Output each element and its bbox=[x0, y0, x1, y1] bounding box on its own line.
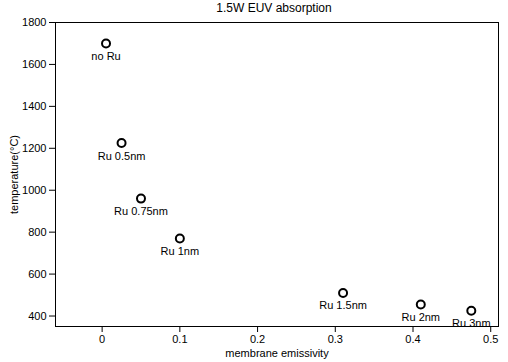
svg-text:1000: 1000 bbox=[22, 184, 46, 196]
svg-text:Ru 3nm: Ru 3nm bbox=[452, 317, 491, 329]
svg-text:1200: 1200 bbox=[22, 142, 46, 154]
svg-text:Ru 0.5nm: Ru 0.5nm bbox=[98, 150, 146, 162]
svg-text:0.1: 0.1 bbox=[172, 333, 187, 345]
svg-text:400: 400 bbox=[28, 310, 46, 322]
html-text:1.5W EUV absorption: 1.5W EUV absorption bbox=[216, 1, 332, 15]
svg-text:temperature(°C): temperature(°C) bbox=[8, 135, 20, 214]
svg-text:Ru 1nm: Ru 1nm bbox=[161, 245, 200, 257]
svg-text:1800: 1800 bbox=[22, 16, 46, 28]
svg-text:0: 0 bbox=[99, 333, 105, 345]
svg-text:1600: 1600 bbox=[22, 58, 46, 70]
svg-text:600: 600 bbox=[28, 268, 46, 280]
svg-text:no Ru: no Ru bbox=[91, 50, 120, 62]
svg-text:Ru 1.5nm: Ru 1.5nm bbox=[319, 299, 367, 311]
svg-text:800: 800 bbox=[28, 226, 46, 238]
svg-text:0.4: 0.4 bbox=[405, 333, 420, 345]
svg-text:0.3: 0.3 bbox=[328, 333, 343, 345]
svg-text:1400: 1400 bbox=[22, 100, 46, 112]
svg-text:0.2: 0.2 bbox=[250, 333, 265, 345]
svg-text:0.5: 0.5 bbox=[483, 333, 498, 345]
svg-text:membrane emissivity: membrane emissivity bbox=[225, 347, 329, 359]
svg-text:Ru 2nm: Ru 2nm bbox=[402, 311, 441, 323]
svg-text:Ru 0.75nm: Ru 0.75nm bbox=[114, 205, 168, 217]
